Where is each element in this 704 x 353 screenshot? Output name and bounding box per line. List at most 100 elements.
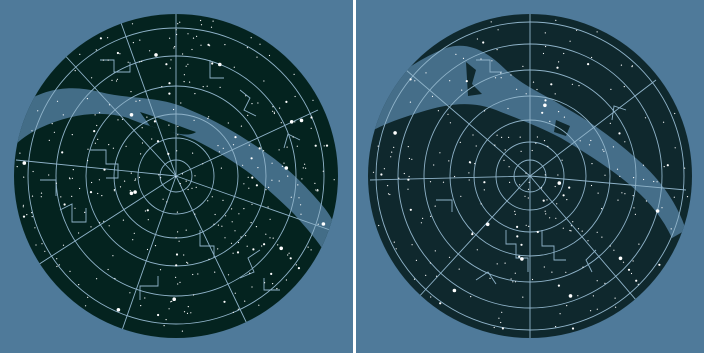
star xyxy=(103,168,106,171)
star xyxy=(193,294,195,296)
star xyxy=(307,246,309,248)
star xyxy=(154,53,158,57)
star xyxy=(72,169,74,171)
star xyxy=(200,19,202,22)
star xyxy=(114,277,116,280)
star xyxy=(562,227,564,229)
star xyxy=(183,81,185,83)
star xyxy=(289,257,292,260)
star xyxy=(285,100,288,103)
star xyxy=(170,59,172,61)
star xyxy=(243,183,245,185)
star xyxy=(272,283,274,285)
star xyxy=(176,150,178,152)
star xyxy=(612,146,614,148)
star xyxy=(34,227,36,229)
star xyxy=(301,178,303,180)
star xyxy=(62,114,64,116)
star xyxy=(56,265,58,268)
star xyxy=(97,192,99,195)
star xyxy=(174,46,176,48)
star xyxy=(159,269,162,271)
star xyxy=(202,163,204,165)
star xyxy=(510,278,512,280)
star xyxy=(500,77,502,79)
star xyxy=(222,147,224,149)
star xyxy=(168,82,171,85)
star xyxy=(234,292,236,294)
star xyxy=(536,88,538,91)
star xyxy=(541,111,544,114)
star xyxy=(141,60,143,63)
star xyxy=(116,78,118,80)
star xyxy=(633,177,635,179)
star xyxy=(581,230,583,232)
star xyxy=(250,37,252,39)
star xyxy=(498,317,500,319)
star xyxy=(520,257,524,261)
star xyxy=(146,209,149,212)
star xyxy=(556,203,558,205)
star xyxy=(572,221,574,223)
star xyxy=(468,161,471,164)
star xyxy=(44,250,46,252)
star xyxy=(500,72,502,74)
star xyxy=(420,222,422,224)
star xyxy=(525,172,527,174)
star xyxy=(514,281,517,283)
star xyxy=(314,144,317,147)
panel-divider xyxy=(353,0,356,353)
star xyxy=(658,263,661,266)
star xyxy=(195,186,197,188)
star xyxy=(508,136,510,138)
star xyxy=(71,177,73,179)
star xyxy=(632,260,634,262)
star xyxy=(555,19,557,21)
star xyxy=(141,142,144,144)
star xyxy=(597,192,599,194)
star xyxy=(297,184,299,186)
star xyxy=(130,172,132,174)
star xyxy=(175,237,177,239)
star xyxy=(185,229,187,231)
star xyxy=(292,136,294,138)
star xyxy=(138,176,141,178)
star xyxy=(78,232,80,234)
star xyxy=(192,152,194,154)
star xyxy=(101,195,103,197)
star xyxy=(315,189,317,191)
star xyxy=(296,145,298,147)
star xyxy=(455,53,457,56)
star xyxy=(674,147,676,149)
star xyxy=(504,149,506,151)
star xyxy=(234,230,236,232)
star xyxy=(107,37,109,39)
star xyxy=(514,210,516,212)
star xyxy=(391,151,393,153)
star xyxy=(53,131,56,133)
star xyxy=(225,215,227,217)
star xyxy=(602,149,604,151)
star xyxy=(251,176,254,179)
star xyxy=(568,186,571,189)
star xyxy=(407,146,409,148)
star xyxy=(557,174,559,176)
star xyxy=(610,88,612,90)
star xyxy=(449,80,451,82)
star xyxy=(624,193,626,195)
star xyxy=(645,200,647,202)
star xyxy=(559,313,561,315)
star xyxy=(632,195,634,197)
star xyxy=(231,208,233,210)
star xyxy=(290,196,292,198)
star xyxy=(181,173,184,175)
star xyxy=(178,240,180,242)
star xyxy=(263,150,265,152)
star xyxy=(393,131,397,135)
star xyxy=(571,83,573,85)
star xyxy=(99,222,101,224)
star xyxy=(31,212,33,214)
star xyxy=(263,243,266,246)
star xyxy=(452,288,457,293)
star xyxy=(430,215,432,217)
